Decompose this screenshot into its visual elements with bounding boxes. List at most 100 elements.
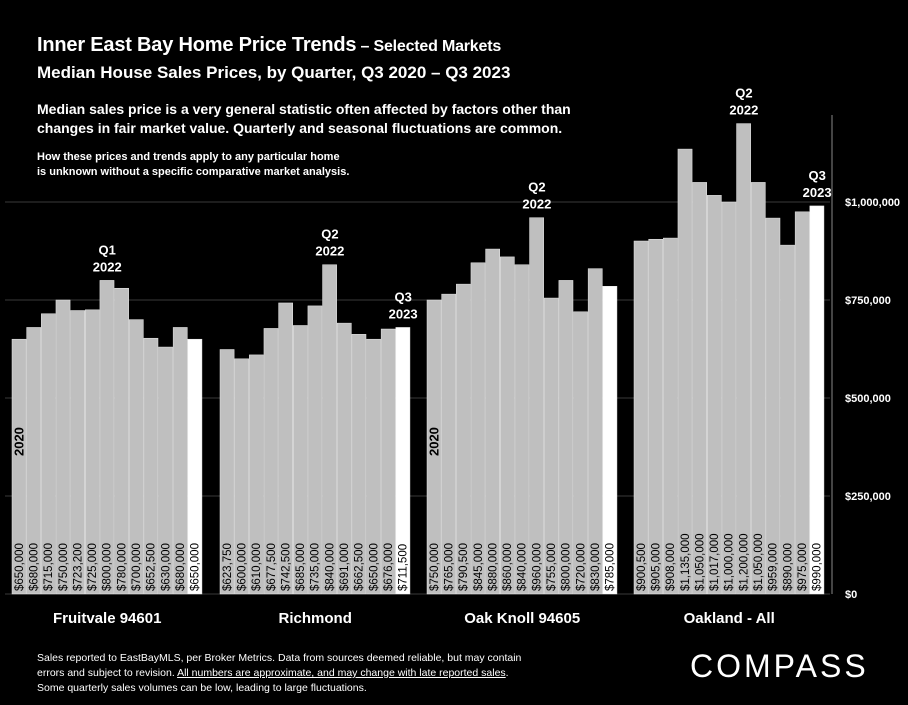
year-annotation: 2022: [93, 259, 122, 274]
bar: [750, 182, 766, 595]
bar-value-label: $1,135,000: [680, 533, 692, 591]
y-tick-label: $250,000: [845, 491, 891, 503]
bar-value-label: $890,000: [782, 543, 794, 591]
bar: [55, 299, 71, 595]
y-tick-label: $0: [845, 589, 857, 601]
bar-value-label: $652,500: [146, 543, 158, 591]
bar: [573, 311, 588, 595]
note-line-2: changes in fair market value. Quarterly …: [37, 120, 563, 136]
note-sub: How these prices and trends apply to any…: [37, 150, 417, 180]
bar-value-label: $780,000: [116, 543, 128, 591]
bar: [366, 338, 381, 595]
bar-value-label: $750,000: [58, 543, 70, 591]
bar-value-label: $723,200: [72, 543, 84, 591]
bar-value-label: $623,750: [222, 543, 234, 591]
bar: [307, 305, 323, 595]
bar: [736, 123, 751, 595]
bar: [441, 293, 457, 595]
bar: [648, 238, 664, 595]
bar: [721, 201, 737, 595]
bar: [663, 237, 678, 595]
bar: [143, 337, 159, 595]
bar: [380, 328, 396, 595]
bar: [587, 268, 603, 595]
bar: [26, 327, 42, 595]
year-annotation: 2020: [11, 427, 26, 456]
bar-value-label: $905,000: [650, 543, 662, 591]
year-annotation: 2022: [315, 244, 344, 259]
chart-title: Inner East Bay Home Price Trends – Selec…: [37, 34, 501, 57]
bar: [158, 346, 173, 595]
bar-value-label: $680,000: [28, 543, 40, 591]
bar-value-label: $1,000,000: [724, 533, 736, 591]
bar: [500, 256, 515, 595]
bar-value-label: $975,000: [797, 543, 809, 591]
bar-value-label: $750,000: [429, 543, 441, 591]
bar: [514, 264, 530, 595]
y-tick-label: $750,000: [845, 295, 891, 307]
bar: [602, 286, 618, 595]
bar-value-label: $735,000: [310, 543, 322, 591]
bar-value-label: $790,500: [458, 543, 470, 591]
bar: [765, 217, 781, 595]
bar-value-label: $800,000: [561, 543, 573, 591]
chart-subtitle: Median House Sales Prices, by Quarter, Q…: [37, 63, 511, 82]
bar-value-label: $1,017,000: [709, 533, 721, 591]
bar: [114, 287, 129, 595]
quarter-annotation: Q1: [99, 242, 116, 257]
year-annotation: 2023: [389, 306, 418, 321]
bar: [456, 283, 471, 595]
bar: [529, 217, 544, 595]
bar-value-label: $959,000: [768, 543, 780, 591]
bar: [99, 280, 115, 595]
bar-value-label: $676,000: [383, 543, 395, 591]
bar-value-label: $908,000: [665, 543, 677, 591]
bar: [470, 262, 486, 595]
group-label: Fruitvale 94601: [53, 610, 161, 627]
bar-value-label: $960,000: [531, 543, 543, 591]
quarter-annotation: Q2: [321, 227, 338, 242]
bar: [278, 302, 294, 595]
bar-value-label: $860,000: [502, 543, 514, 591]
bar: [293, 325, 308, 595]
quarter-annotation: Q2: [735, 86, 752, 101]
y-tick-label: $500,000: [845, 393, 891, 405]
footer-line-2-underlined: All numbers are approximate, and may cha…: [177, 667, 506, 679]
bar: [234, 358, 250, 595]
quarter-annotation: Q2: [528, 180, 545, 195]
bar-value-label: $691,000: [339, 543, 351, 591]
bar: [485, 248, 501, 595]
bar: [633, 240, 649, 595]
bar-value-label: $840,000: [517, 543, 529, 591]
bar: [395, 327, 411, 595]
bar-value-label: $680,000: [175, 543, 187, 591]
year-annotation: 2022: [522, 197, 551, 212]
bar-value-label: $600,000: [236, 543, 248, 591]
bar: [11, 338, 27, 595]
bar: [543, 297, 559, 595]
title-main: Inner East Bay Home Price Trends: [37, 34, 357, 56]
quarter-annotation: Q3: [808, 168, 825, 183]
bar: [809, 205, 825, 595]
bar-value-label: $720,000: [575, 543, 587, 591]
bar-value-label: $880,000: [487, 543, 499, 591]
footer-line-2: errors and subject to revision. All numb…: [37, 666, 622, 681]
bar-value-label: $742,500: [280, 543, 292, 591]
footer-line-1: Sales reported to EastBayMLS, per Broker…: [37, 652, 522, 664]
bar-value-label: $845,000: [473, 543, 485, 591]
bar: [41, 313, 56, 595]
bar: [128, 319, 144, 595]
group-label: Richmond: [279, 610, 352, 627]
bar-value-label: $785,000: [605, 543, 617, 591]
bar-value-label: $755,000: [546, 543, 558, 591]
bar-value-label: $662,500: [354, 543, 366, 591]
bar: [187, 338, 203, 595]
bar: [336, 322, 352, 595]
bar: [322, 264, 337, 595]
bar-value-label: $990,000: [812, 543, 824, 591]
year-annotation: 2020: [426, 427, 441, 456]
bar-value-label: $765,000: [443, 543, 455, 591]
y-tick-label: $1,000,000: [845, 197, 900, 209]
bar-value-label: $711,500: [398, 544, 410, 591]
